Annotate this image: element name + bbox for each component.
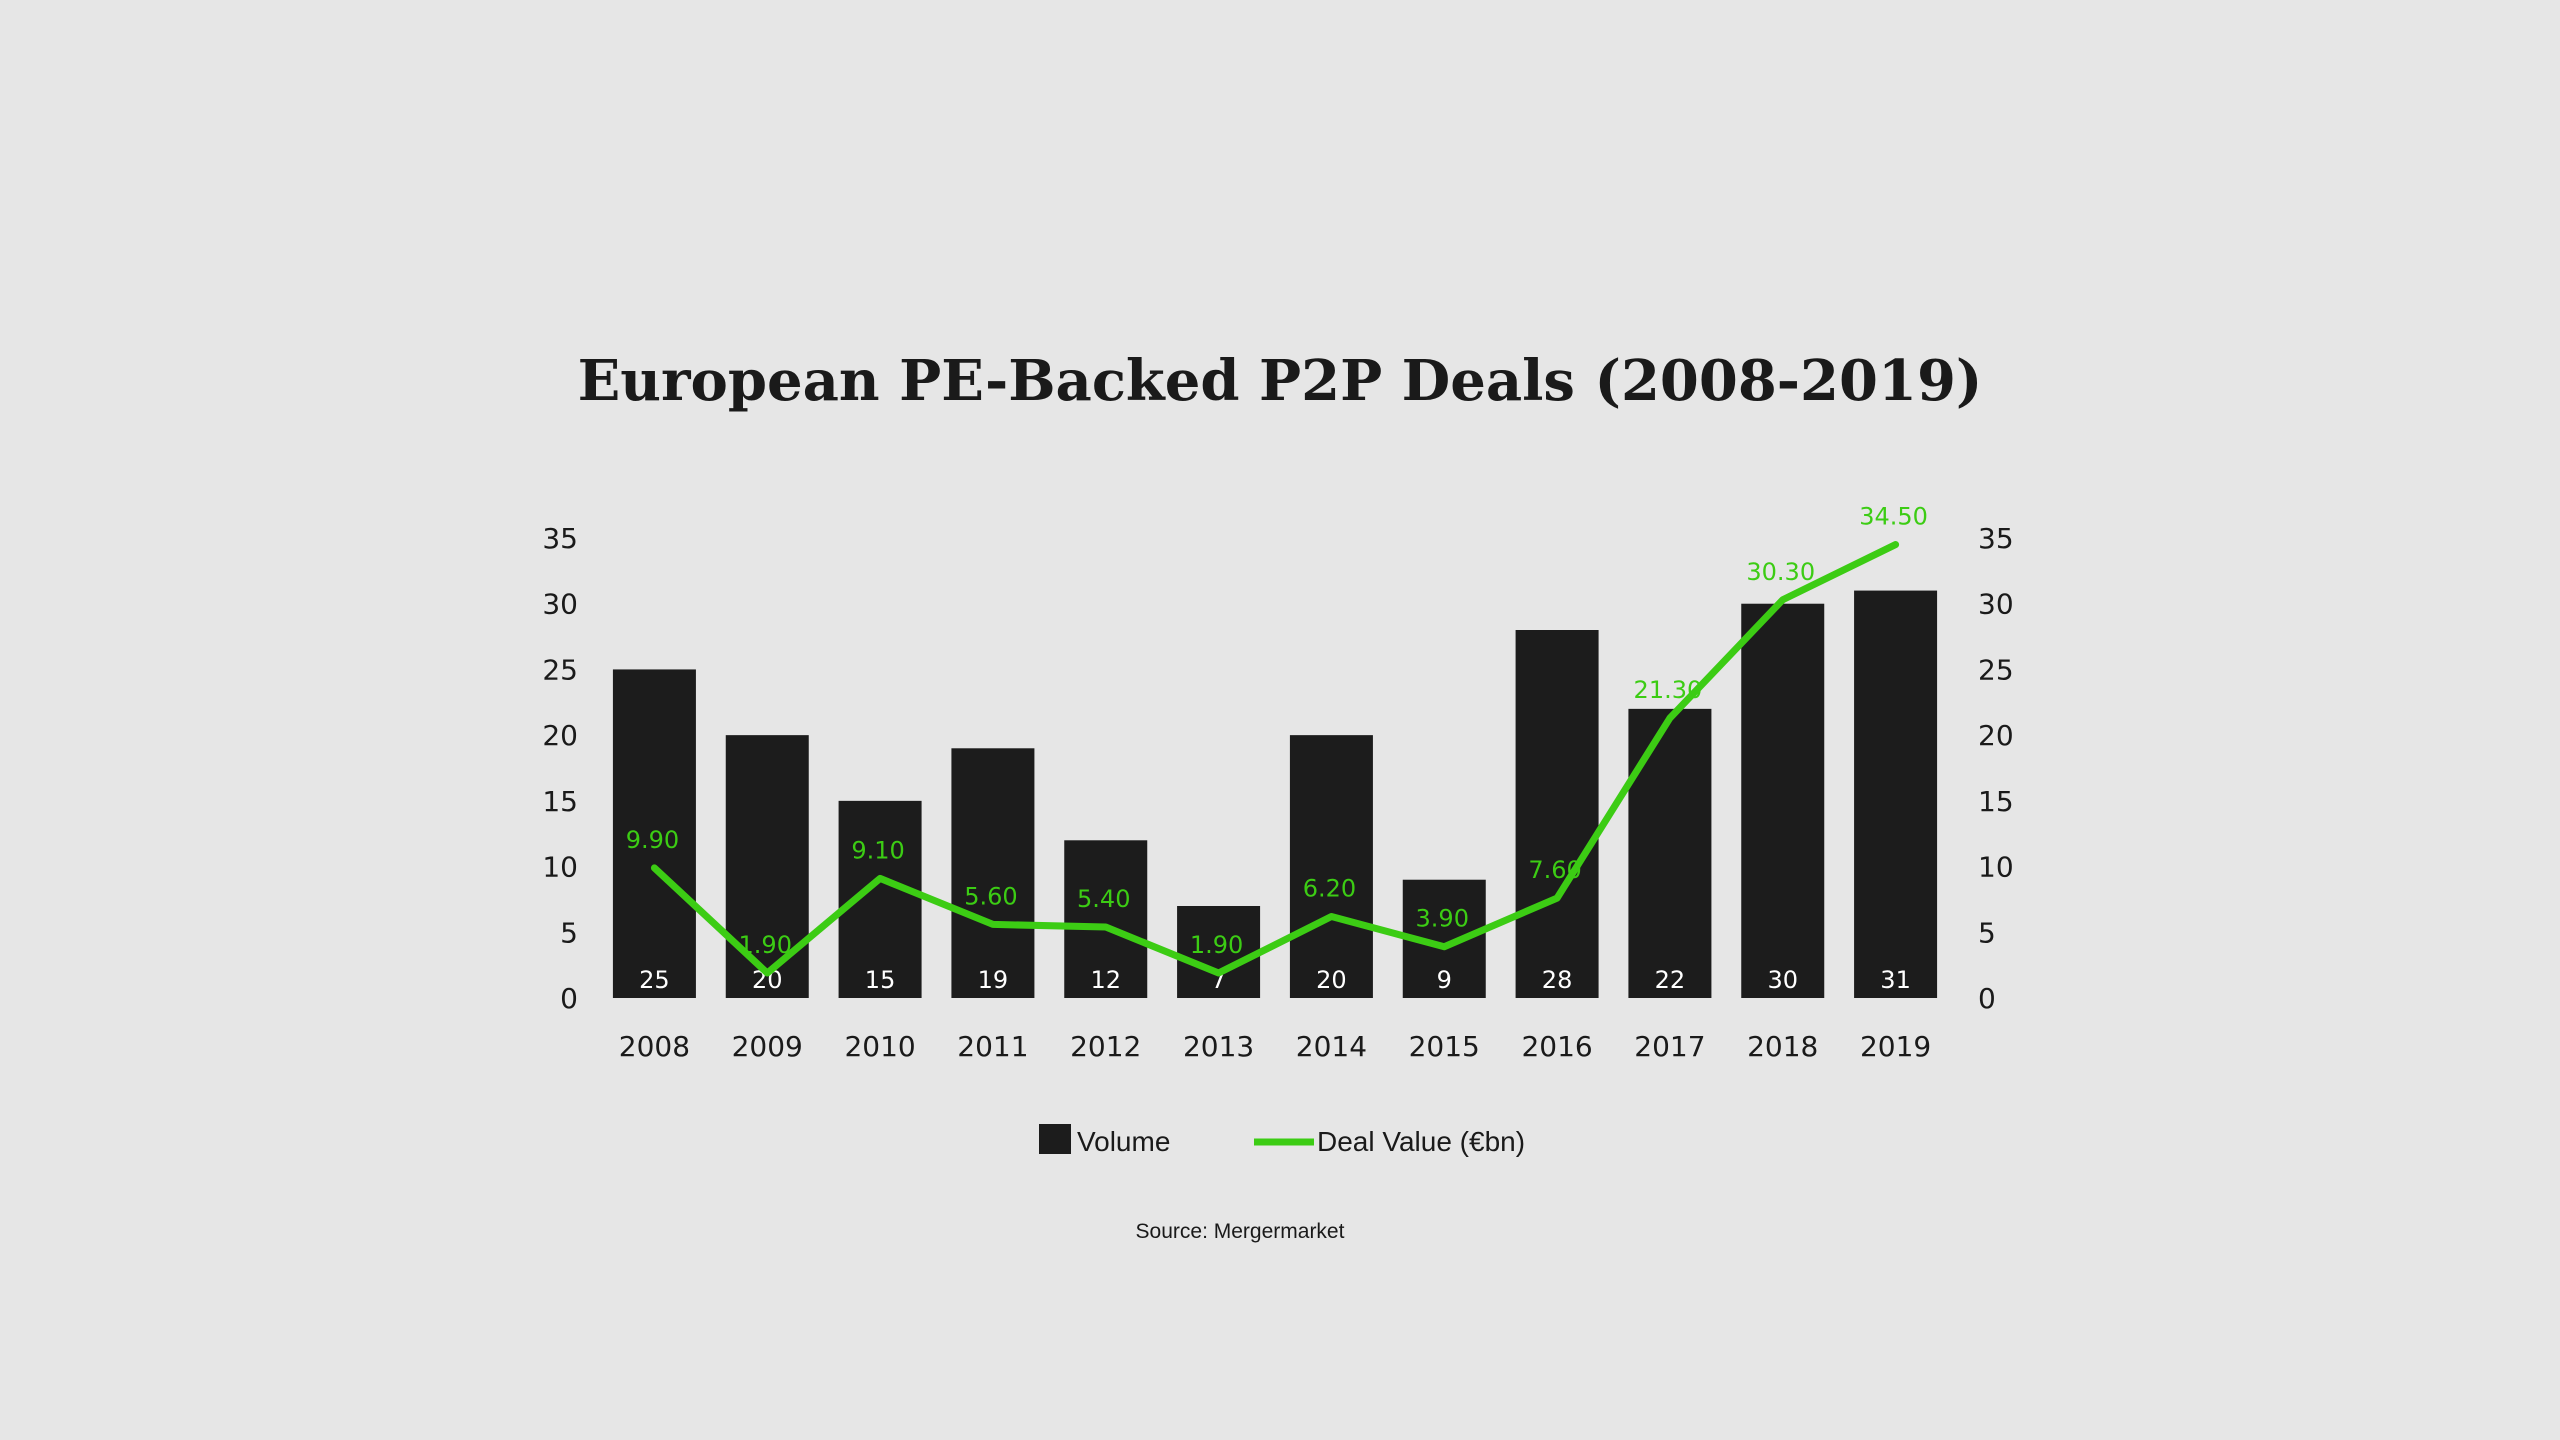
volume-bar-label: 25 bbox=[639, 966, 670, 994]
x-tick-label: 2017 bbox=[1634, 1030, 1705, 1063]
volume-bar-label: 30 bbox=[1767, 966, 1798, 994]
volume-bar bbox=[1515, 630, 1599, 998]
right-tick-label: 30 bbox=[1978, 588, 2014, 621]
deal-value-label: 6.20 bbox=[1303, 875, 1356, 903]
x-tick-label: 2014 bbox=[1296, 1030, 1367, 1063]
volume-bars bbox=[612, 590, 1938, 998]
x-tick-label: 2011 bbox=[957, 1030, 1028, 1063]
volume-bar-label: 20 bbox=[1316, 966, 1347, 994]
left-tick-label: 25 bbox=[542, 653, 578, 686]
x-tick-label: 2015 bbox=[1409, 1030, 1480, 1063]
right-tick-label: 5 bbox=[1978, 916, 1996, 949]
left-tick-label: 30 bbox=[542, 588, 578, 621]
volume-bar bbox=[951, 748, 1035, 998]
volume-bar-label: 9 bbox=[1437, 966, 1452, 994]
left-tick-label: 10 bbox=[542, 851, 578, 884]
left-y-axis: 0 5 10 15 20 25 30 35 bbox=[542, 522, 578, 1015]
right-tick-label: 25 bbox=[1978, 653, 2014, 686]
deal-value-point bbox=[1554, 895, 1561, 902]
x-tick-label: 2016 bbox=[1521, 1030, 1592, 1063]
deal-value-point bbox=[1215, 970, 1222, 977]
volume-bar-label: 28 bbox=[1542, 966, 1573, 994]
volume-bar bbox=[1854, 590, 1938, 998]
left-tick-label: 15 bbox=[542, 785, 578, 818]
deal-value-label: 9.10 bbox=[851, 836, 904, 864]
source-note: Source: Mergermarket bbox=[1136, 1220, 1345, 1243]
left-tick-label: 35 bbox=[542, 522, 578, 555]
deal-value-point bbox=[651, 864, 658, 871]
deal-value-label: 1.90 bbox=[739, 931, 792, 959]
deal-value-label: 3.90 bbox=[1416, 905, 1469, 933]
left-tick-label: 5 bbox=[560, 916, 578, 949]
deal-value-label: 7.60 bbox=[1528, 856, 1581, 884]
volume-bar-label: 15 bbox=[865, 966, 896, 994]
x-axis: 2008 2009 2010 2011 2012 2013 2014 2015 2016 2017… bbox=[619, 1030, 1931, 1063]
chart-title: European PE-Backed P2P Deals (2008-2019) bbox=[578, 348, 1983, 414]
legend-volume-label: Volume bbox=[1077, 1126, 1170, 1157]
deal-value-line bbox=[650, 541, 1900, 977]
volume-bar bbox=[1741, 603, 1825, 998]
deal-value-point bbox=[989, 921, 996, 928]
legend-deal-value-label: Deal Value (€bn) bbox=[1317, 1126, 1525, 1157]
x-tick-label: 2012 bbox=[1070, 1030, 1141, 1063]
legend-volume-swatch bbox=[1039, 1124, 1071, 1154]
right-y-axis: 0 5 10 15 20 25 30 35 bbox=[1978, 522, 2014, 1015]
volume-bar bbox=[612, 669, 696, 998]
deal-value-label: 5.60 bbox=[964, 882, 1017, 910]
x-tick-label: 2010 bbox=[844, 1030, 915, 1063]
deal-value-label: 21.30 bbox=[1634, 676, 1703, 704]
volume-bar-label: 22 bbox=[1655, 966, 1686, 994]
deal-value-point bbox=[1441, 943, 1448, 950]
x-tick-label: 2018 bbox=[1747, 1030, 1818, 1063]
volume-bar-labels: 25 20 15 19 12 7 20 9 28 22 30 31 bbox=[639, 966, 1911, 994]
right-tick-label: 15 bbox=[1978, 785, 2014, 818]
volume-bar bbox=[1177, 906, 1261, 998]
volume-bar bbox=[1628, 708, 1712, 998]
deal-value-point bbox=[1892, 541, 1899, 548]
left-tick-label: 0 bbox=[560, 982, 578, 1015]
deal-value-point bbox=[1102, 924, 1109, 931]
deal-value-line-layer bbox=[650, 541, 1900, 977]
x-tick-label: 2008 bbox=[619, 1030, 690, 1063]
deal-value-point bbox=[877, 875, 884, 882]
x-tick-label: 2009 bbox=[732, 1030, 803, 1063]
deal-value-point bbox=[1779, 596, 1786, 603]
deal-value-labels: 9.90 1.90 9.10 5.60 5.40 1.90 6.20 3.90 7.60 21.3… bbox=[626, 503, 1928, 959]
deal-value-point bbox=[1328, 913, 1335, 920]
left-tick-label: 20 bbox=[542, 719, 578, 752]
volume-bar-label: 19 bbox=[978, 966, 1009, 994]
volume-bar bbox=[1289, 735, 1373, 998]
volume-bar-label: 31 bbox=[1880, 966, 1911, 994]
deal-value-label: 30.30 bbox=[1746, 558, 1815, 586]
volume-bar bbox=[1064, 840, 1148, 998]
deal-value-label: 1.90 bbox=[1190, 931, 1243, 959]
right-tick-label: 10 bbox=[1978, 851, 2014, 884]
deal-value-label: 34.50 bbox=[1859, 503, 1928, 531]
right-tick-label: 0 bbox=[1978, 982, 1996, 1015]
right-tick-label: 20 bbox=[1978, 719, 2014, 752]
x-tick-label: 2019 bbox=[1860, 1030, 1931, 1063]
deal-value-point bbox=[1666, 715, 1673, 722]
deal-value-label: 9.90 bbox=[626, 826, 679, 854]
x-tick-label: 2013 bbox=[1183, 1030, 1254, 1063]
deal-value-point bbox=[764, 970, 771, 977]
deal-value-label: 5.40 bbox=[1077, 885, 1130, 913]
legend: Volume Deal Value (€bn) bbox=[1039, 1124, 1525, 1157]
volume-bar-label: 12 bbox=[1090, 966, 1121, 994]
right-tick-label: 35 bbox=[1978, 522, 2014, 555]
